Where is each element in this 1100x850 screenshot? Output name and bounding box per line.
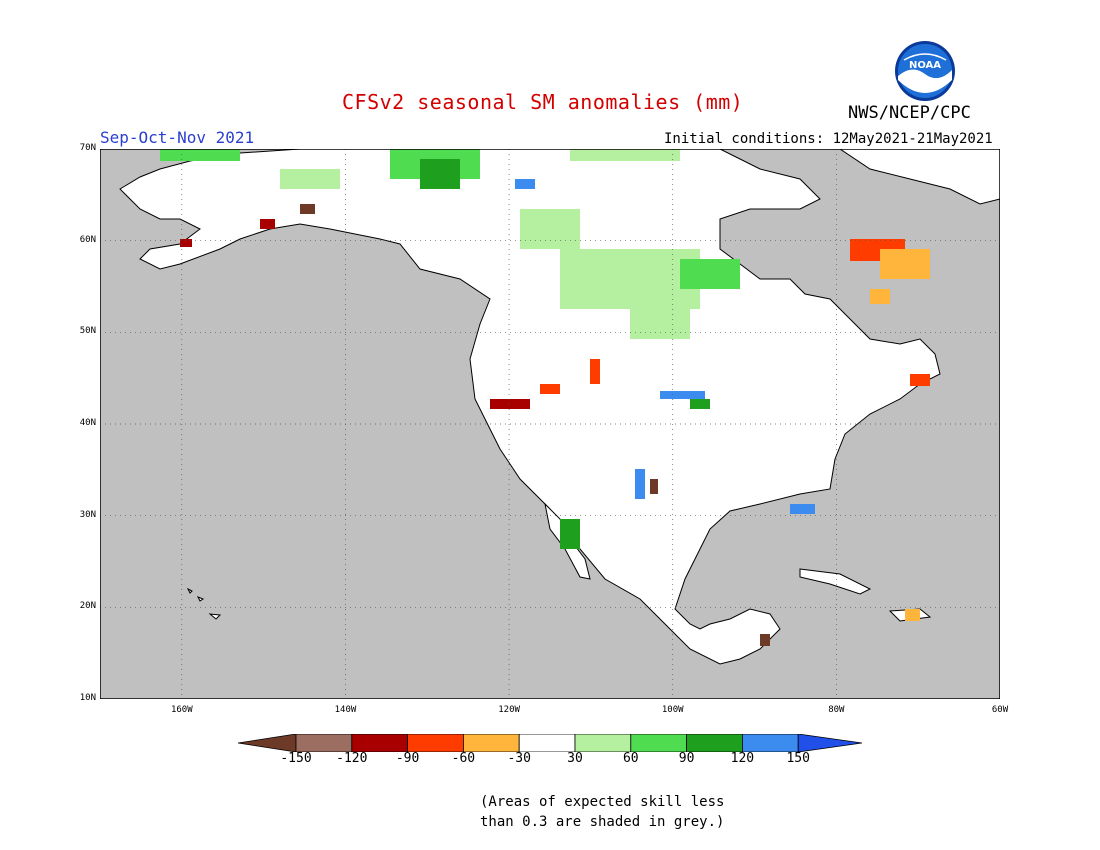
anomaly-patches (160, 149, 930, 646)
legend-tick-label: 120 (730, 751, 755, 766)
skill-note: (Areas of expected skill less than 0.3 a… (480, 792, 724, 832)
lon-label: 60W (991, 705, 1009, 715)
initial-conditions-label: Initial conditions: 12May2021-21May2021 (664, 131, 993, 147)
legend-tick-label: -120 (336, 751, 368, 766)
greenland-landmass (839, 149, 1000, 205)
legend-tick-label: -60 (451, 751, 476, 766)
lon-label: 80W (828, 705, 845, 715)
logo-text: NOAA (909, 60, 941, 71)
hawaii-islands (186, 587, 222, 620)
legend-tick-label: -90 (395, 751, 420, 766)
lon-label: 140W (334, 705, 357, 715)
legend-swatch (574, 734, 632, 752)
season-label: Sep-Oct-Nov 2021 (100, 128, 255, 147)
legend-tick-label: 30 (567, 751, 583, 766)
chart-title: CFSv2 seasonal SM anomalies (mm) (342, 90, 744, 114)
legend-tick-label: -150 (280, 751, 312, 766)
lon-label: 120W (498, 705, 520, 715)
legend-swatch (407, 734, 464, 752)
cuba-island (799, 568, 872, 595)
legend-swatch (462, 734, 520, 752)
legend-swatch (518, 734, 576, 752)
agency-label: NWS/NCEP/CPC (848, 103, 971, 123)
lat-label: 70N (79, 143, 96, 153)
skill-note-line2: than 0.3 are shaded in grey.) (480, 814, 725, 830)
latitude-gridlines (100, 240, 1000, 608)
lat-label: 20N (79, 601, 96, 612)
lat-label: 60N (79, 234, 96, 245)
lat-label: 10N (79, 693, 96, 703)
legend-swatch (741, 734, 799, 752)
legend-arrow-left (238, 734, 297, 752)
legend-swatch (630, 734, 687, 752)
noaa-logo-icon: NOAA (895, 41, 955, 101)
legend-tick-label: -30 (507, 751, 531, 766)
legend-tick-label: 60 (622, 751, 639, 766)
anomaly-map (100, 149, 1000, 699)
legend-tick-label: 150 (786, 751, 810, 766)
legend-swatch (686, 734, 743, 752)
legend-swatch (351, 734, 409, 752)
longitude-gridlines (181, 149, 837, 699)
color-legend (238, 734, 862, 752)
legend-arrow-right (797, 734, 862, 752)
lat-label: 50N (79, 326, 96, 337)
lon-label: 100W (661, 705, 684, 715)
legend-tick-label: 90 (678, 751, 695, 766)
skill-note-line1: (Areas of expected skill less (480, 794, 725, 810)
lat-label: 30N (79, 509, 96, 520)
lat-label: 40N (79, 418, 96, 428)
legend-swatch (295, 734, 353, 752)
lon-label: 160W (170, 705, 193, 715)
